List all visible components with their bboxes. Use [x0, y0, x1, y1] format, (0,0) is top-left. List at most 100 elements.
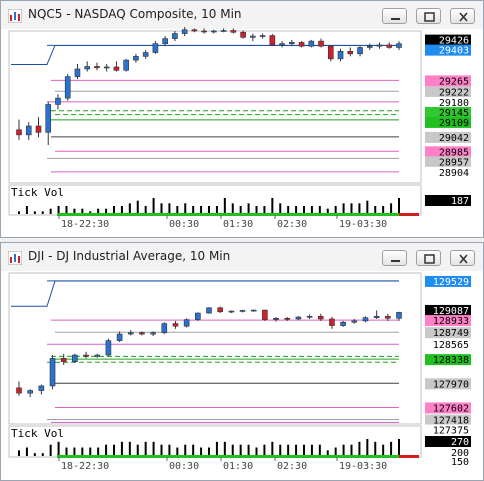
maximize-icon [424, 12, 435, 22]
price-label-box [425, 327, 471, 339]
candle-body [55, 97, 61, 105]
candle [327, 44, 334, 62]
candle [116, 331, 123, 342]
candle-body [183, 319, 190, 327]
candle-body [60, 358, 67, 362]
candle-body [240, 31, 246, 38]
candle-body [152, 43, 159, 53]
price-label-box [425, 75, 471, 87]
price-label-box [425, 106, 471, 118]
candle [259, 33, 266, 39]
candle-body [376, 44, 383, 47]
close-button[interactable] [450, 8, 475, 24]
candle [396, 311, 402, 321]
candle [49, 355, 56, 390]
price-label: 128749 [425, 327, 471, 339]
close-icon [459, 254, 468, 264]
price-label-box [425, 146, 471, 158]
candle-body [72, 354, 78, 362]
price-label-text: 29426 [439, 36, 469, 47]
candle [60, 353, 67, 365]
candle [220, 28, 227, 33]
close-button[interactable] [450, 250, 475, 266]
candle [279, 41, 285, 48]
candle-body [362, 317, 369, 322]
candle [172, 31, 178, 42]
candle-body [239, 310, 246, 312]
volume-value-box [425, 195, 471, 206]
maximize-icon [424, 254, 435, 264]
candle-body [217, 307, 223, 313]
time-label: 19-03:30 [339, 461, 387, 472]
price-label-box [425, 339, 471, 351]
volume-value: 270 [425, 436, 471, 448]
time-label: 18-22:30 [61, 461, 109, 472]
price-label-text: 127602 [433, 403, 469, 414]
candle [84, 61, 91, 72]
dji-chart-window[interactable]: DJI - DJ Industrial Average, 10 Min 1295… [0, 242, 484, 481]
candle [206, 307, 212, 314]
candle-body [103, 66, 110, 69]
candle [386, 42, 393, 49]
price-label: 28957 [425, 156, 471, 168]
candle-body [259, 35, 266, 37]
price-label-text: 29180 [439, 98, 469, 109]
candle-body [142, 52, 149, 57]
price-label: 29042 [425, 131, 471, 144]
maximize-button[interactable] [416, 250, 441, 266]
candle [317, 313, 324, 321]
price-label-box [425, 86, 471, 98]
window-titlebar[interactable]: DJI - DJ Industrial Average, 10 Min [1, 243, 483, 271]
candle [211, 29, 217, 34]
price-pane[interactable] [8, 30, 422, 184]
candle [230, 28, 237, 34]
candle [103, 63, 110, 72]
candle-body [206, 307, 212, 314]
price-label-text: 128749 [433, 328, 469, 339]
candle [150, 331, 156, 337]
candle-body [318, 40, 324, 47]
candle [55, 94, 61, 110]
candle-body [386, 44, 393, 48]
minimize-button[interactable] [382, 250, 407, 266]
price-label: 127970 [425, 378, 471, 390]
price-label-box [425, 96, 471, 108]
candle [289, 39, 295, 47]
candle [308, 39, 315, 48]
candle [113, 61, 120, 72]
candle [250, 33, 256, 42]
candle [240, 30, 246, 39]
price-label-text: 129087 [433, 306, 469, 317]
candle [25, 122, 32, 140]
candle-body [228, 310, 235, 313]
window-title: DJI - DJ Industrial Average, 10 Min [28, 249, 231, 263]
window-titlebar[interactable]: NQC5 - NASDAQ Composite, 10 Min [1, 1, 483, 29]
minimize-button[interactable] [382, 8, 407, 24]
price-label-text: 29222 [439, 87, 469, 98]
candle-body [16, 129, 22, 136]
candle [181, 27, 188, 37]
session-bar-end [399, 213, 419, 216]
price-label-text: 29109 [439, 118, 469, 129]
candle-body [396, 43, 402, 48]
candle [284, 316, 291, 321]
candle-body [351, 320, 358, 323]
price-label: 128338 [425, 354, 471, 366]
candle [16, 381, 22, 396]
price-label-text: 28904 [439, 168, 469, 179]
candle-body [273, 317, 279, 320]
candle-body [113, 66, 120, 71]
price-pane[interactable] [8, 272, 422, 425]
nasdaq-chart-window[interactable]: NQC5 - NASDAQ Composite, 10 Min 29426 294… [0, 0, 484, 238]
price-label-box [425, 34, 471, 46]
candle-body [269, 35, 276, 46]
candle-body [94, 354, 101, 357]
candle-body [161, 323, 168, 334]
candle-body [250, 35, 256, 38]
volume-value: 187 [425, 195, 471, 207]
candle [133, 53, 139, 63]
candle [72, 353, 78, 363]
maximize-button[interactable] [416, 8, 441, 24]
